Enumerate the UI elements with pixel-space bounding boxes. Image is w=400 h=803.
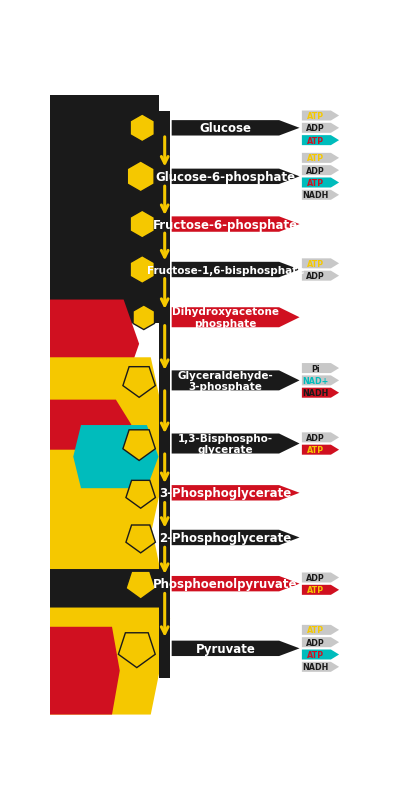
- Polygon shape: [50, 400, 131, 450]
- Polygon shape: [133, 305, 154, 330]
- Polygon shape: [302, 638, 339, 647]
- Polygon shape: [302, 650, 339, 660]
- Text: Glucose: Glucose: [199, 122, 251, 135]
- Text: ATP: ATP: [307, 179, 324, 188]
- Text: 3-Phosphoglycerate: 3-Phosphoglycerate: [159, 487, 292, 499]
- Text: ATP: ATP: [307, 154, 324, 163]
- Polygon shape: [172, 371, 300, 391]
- Text: 2-Phosphoglycerate: 2-Phosphoglycerate: [159, 532, 292, 544]
- Polygon shape: [302, 166, 339, 176]
- Polygon shape: [172, 308, 300, 328]
- Polygon shape: [302, 259, 339, 269]
- Polygon shape: [302, 388, 339, 398]
- Text: ATP: ATP: [307, 585, 324, 594]
- Polygon shape: [302, 124, 339, 133]
- Text: NADH: NADH: [302, 662, 328, 671]
- Polygon shape: [302, 573, 339, 583]
- Text: ATP: ATP: [307, 112, 324, 120]
- Polygon shape: [126, 481, 156, 508]
- Text: ATP: ATP: [307, 626, 324, 634]
- Polygon shape: [172, 169, 300, 185]
- Text: ATP: ATP: [307, 259, 324, 268]
- Text: Fructose-1,6-bisphosphate: Fructose-1,6-bisphosphate: [147, 265, 304, 275]
- Text: Dihydroxyacetone
phosphate: Dihydroxyacetone phosphate: [172, 307, 279, 328]
- Polygon shape: [302, 433, 339, 442]
- Text: Pyruvate: Pyruvate: [196, 642, 255, 655]
- Text: Glucose-6-phosphate: Glucose-6-phosphate: [155, 170, 296, 184]
- Polygon shape: [172, 434, 300, 454]
- Polygon shape: [172, 121, 300, 137]
- Polygon shape: [130, 211, 154, 238]
- Text: ADP: ADP: [306, 166, 325, 175]
- Text: Glyceraldehyde-
3-phosphate: Glyceraldehyde- 3-phosphate: [178, 370, 273, 392]
- Polygon shape: [50, 300, 139, 389]
- Text: ATP: ATP: [307, 446, 324, 454]
- Text: ADP: ADP: [306, 638, 325, 647]
- Polygon shape: [130, 115, 154, 142]
- Polygon shape: [172, 217, 300, 233]
- Text: ADP: ADP: [306, 272, 325, 281]
- Polygon shape: [127, 161, 154, 193]
- Polygon shape: [50, 524, 170, 715]
- Polygon shape: [130, 256, 154, 284]
- Polygon shape: [302, 190, 339, 201]
- Polygon shape: [302, 136, 339, 146]
- Bar: [159, 112, 170, 678]
- Text: ADP: ADP: [306, 124, 325, 133]
- Polygon shape: [126, 525, 156, 553]
- Polygon shape: [172, 530, 300, 545]
- Polygon shape: [50, 569, 166, 608]
- Polygon shape: [172, 263, 300, 278]
- Text: NAD+: NAD+: [302, 377, 328, 385]
- Text: ATP: ATP: [307, 650, 324, 659]
- Polygon shape: [302, 625, 339, 635]
- Polygon shape: [50, 358, 170, 535]
- Polygon shape: [302, 364, 339, 373]
- Polygon shape: [302, 585, 339, 595]
- Polygon shape: [118, 633, 155, 668]
- Polygon shape: [302, 178, 339, 188]
- Text: Fructose-6-phosphate: Fructose-6-phosphate: [153, 218, 298, 231]
- Polygon shape: [126, 572, 156, 599]
- Polygon shape: [123, 430, 155, 461]
- Polygon shape: [73, 426, 158, 488]
- Polygon shape: [302, 376, 339, 386]
- Text: NADH: NADH: [302, 389, 328, 397]
- Text: ATP: ATP: [307, 137, 324, 145]
- Text: Pi: Pi: [311, 364, 320, 373]
- Text: NADH: NADH: [302, 191, 328, 200]
- Polygon shape: [302, 662, 339, 672]
- Text: ADP: ADP: [306, 573, 325, 582]
- Polygon shape: [302, 153, 339, 164]
- Polygon shape: [302, 271, 339, 281]
- Polygon shape: [123, 367, 155, 397]
- Text: Phosphoenolpyruvate: Phosphoenolpyruvate: [153, 577, 298, 590]
- Polygon shape: [172, 641, 300, 656]
- Polygon shape: [50, 96, 159, 324]
- Polygon shape: [50, 627, 120, 715]
- Polygon shape: [302, 445, 339, 455]
- Polygon shape: [172, 486, 300, 501]
- Text: ADP: ADP: [306, 434, 325, 442]
- Polygon shape: [172, 577, 300, 592]
- Text: 1,3-Bisphospho-
glycerate: 1,3-Bisphospho- glycerate: [178, 433, 273, 454]
- Polygon shape: [302, 112, 339, 121]
